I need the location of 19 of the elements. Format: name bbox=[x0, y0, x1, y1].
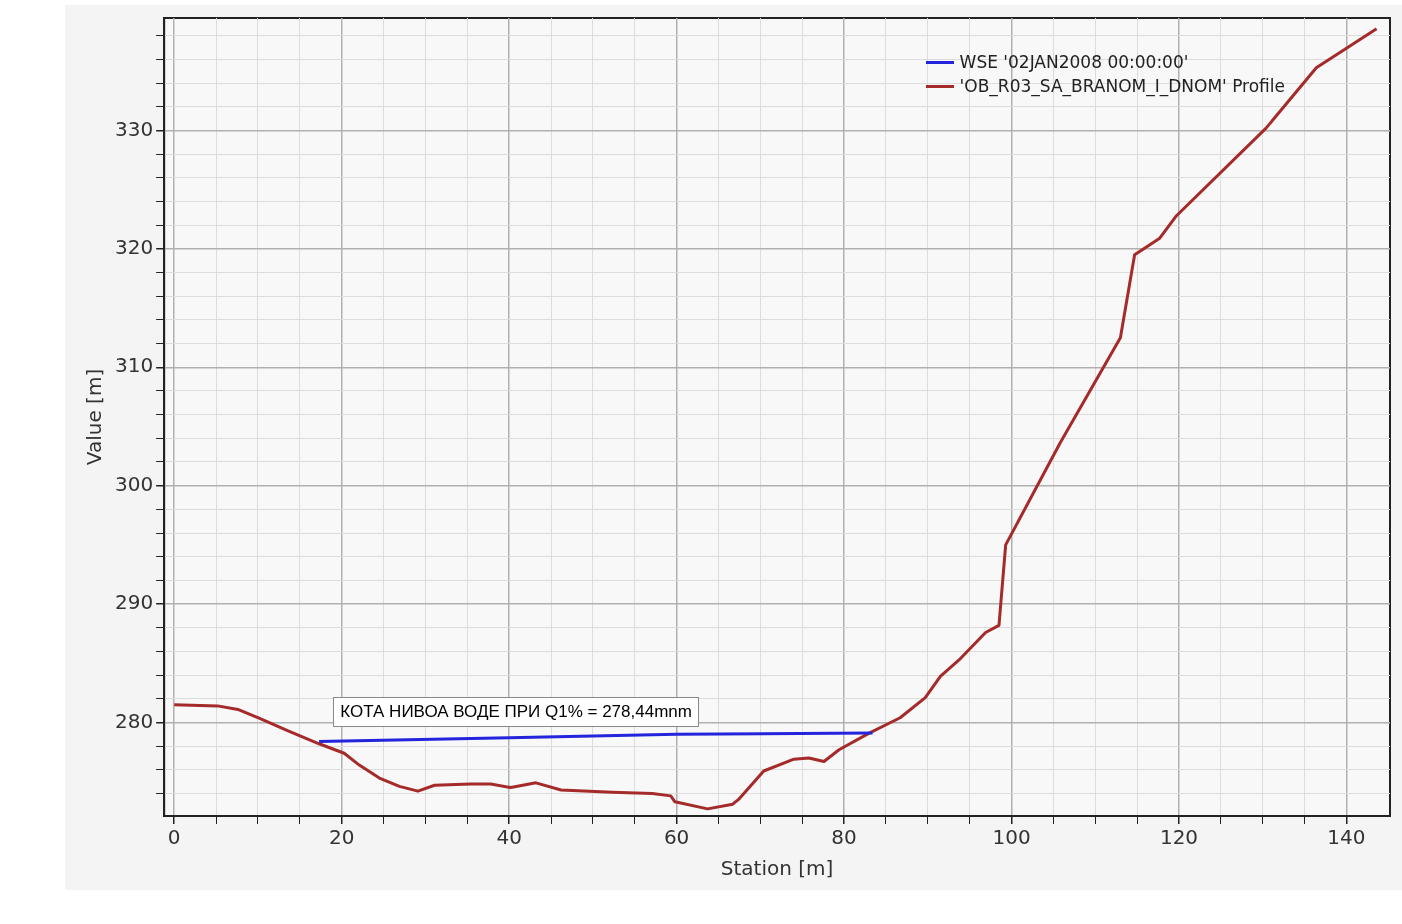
y-tick-label: 280 bbox=[114, 708, 154, 733]
x-tick-label: 40 bbox=[496, 825, 522, 850]
annotation: КОТА НИВОА ВОДЕ ПРИ Q1% = 278,44mnm bbox=[333, 696, 699, 727]
x-tick-label: 0 bbox=[167, 825, 181, 850]
y-tick-label: 290 bbox=[114, 590, 154, 615]
legend-label: WSE '02JAN2008 00:00:00' bbox=[959, 52, 1189, 72]
x-axis-title: Station [m] bbox=[720, 856, 834, 881]
x-tick-label: 140 bbox=[1327, 825, 1366, 850]
x-tick-label: 60 bbox=[663, 825, 690, 850]
x-tick-label: 80 bbox=[831, 825, 857, 850]
x-tick-label: 100 bbox=[992, 825, 1031, 850]
x-tick-label: 20 bbox=[328, 825, 355, 850]
y-tick-label: 320 bbox=[114, 235, 154, 260]
y-tick-label: 330 bbox=[114, 116, 154, 141]
x-tick-label: 120 bbox=[1159, 825, 1199, 850]
y-tick-label: 300 bbox=[114, 471, 154, 496]
y-axis-title: Value [m] bbox=[82, 368, 107, 466]
legend-label: 'OB_R03_SA_BRANOM_I_DNOM' Profile bbox=[959, 76, 1285, 96]
y-tick-label: 310 bbox=[114, 353, 154, 378]
